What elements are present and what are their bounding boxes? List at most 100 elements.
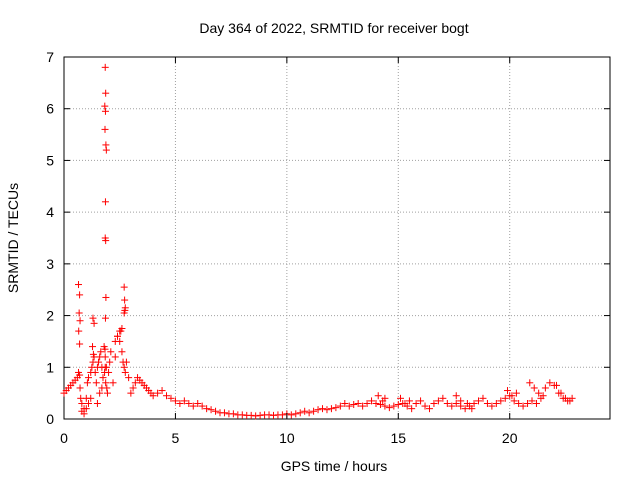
data-point [120,363,128,371]
data-point [394,401,402,409]
y-tick-label: 0 [46,411,54,427]
data-point [497,397,505,405]
data-point [341,399,349,407]
data-point [99,374,107,382]
data-point [503,387,511,395]
y-tick-label: 5 [46,152,54,168]
data-point [120,309,128,317]
data-point [430,399,438,407]
data-point [412,399,420,407]
data-point [194,399,202,407]
data-point [89,314,97,322]
data-point [75,309,83,317]
data-point [131,379,139,387]
data-point [90,319,98,327]
data-point [198,402,206,410]
plot-frame [63,56,611,420]
x-tick-label: 10 [279,430,295,446]
data-point [111,337,119,345]
y-tick-label: 6 [46,101,54,117]
data-point [116,327,124,335]
data-point [461,405,469,413]
data-point [149,392,157,400]
data-point [401,399,409,407]
data-point [154,389,162,397]
data-point [443,399,451,407]
data-point [102,146,110,154]
data-point [78,399,86,407]
data-point [448,402,456,410]
data-point [457,397,465,405]
data-point [421,402,429,410]
data-point [185,399,193,407]
data-point [98,384,106,392]
data-point [327,405,335,413]
data-point [546,379,554,387]
data-point [220,409,228,417]
data-point [101,125,109,133]
data-point [76,340,84,348]
data-points-layer [60,63,576,420]
data-point [203,405,211,413]
data-point [278,411,286,419]
data-point [121,296,129,304]
data-point [519,402,527,410]
data-point [167,394,175,402]
data-point [483,399,491,407]
data-point [405,397,413,405]
data-point [256,411,264,419]
data-point [91,368,99,376]
data-point [541,384,549,392]
data-point [397,394,405,402]
data-point [127,389,135,397]
data-point [526,379,534,387]
data-point [479,394,487,402]
data-point [385,404,393,412]
data-point [528,397,536,405]
data-point [381,394,389,402]
data-point [95,358,103,366]
data-point [129,384,137,392]
x-tick-label: 5 [172,430,180,446]
data-point [376,401,384,409]
data-point [76,384,84,392]
x-tick-label: 0 [60,430,68,446]
data-point [238,411,246,419]
y-axis-label: SRMTID / TECUs [5,183,21,293]
data-point [425,405,433,413]
data-point [102,237,110,245]
data-point [101,102,109,110]
data-point [97,348,105,356]
data-point [468,405,476,413]
x-tick-label: 20 [502,430,518,446]
data-point [101,345,109,353]
data-point [118,348,126,356]
data-point [247,411,255,419]
data-point [120,283,128,291]
data-point [524,399,532,407]
data-point [101,314,109,322]
data-point [287,411,295,419]
data-point [539,392,547,400]
data-point [566,397,574,405]
data-point [82,405,90,413]
tick-labels-layer: 0 1 2 3 4 5 6 7 0 5 10 15 20 [46,49,610,446]
data-point [381,402,389,410]
data-point [122,358,130,366]
grid-layer [64,57,610,419]
data-point [501,394,509,402]
data-point [111,353,119,361]
data-point [319,405,327,413]
data-point [269,411,277,419]
data-point [87,394,95,402]
data-point [452,399,460,407]
data-point [265,411,273,419]
y-tick-label: 2 [46,308,54,324]
data-point [417,397,425,405]
data-point [101,363,109,371]
y-tick-label: 1 [46,359,54,375]
data-point [314,406,322,414]
data-point [535,389,543,397]
data-point [78,407,86,415]
